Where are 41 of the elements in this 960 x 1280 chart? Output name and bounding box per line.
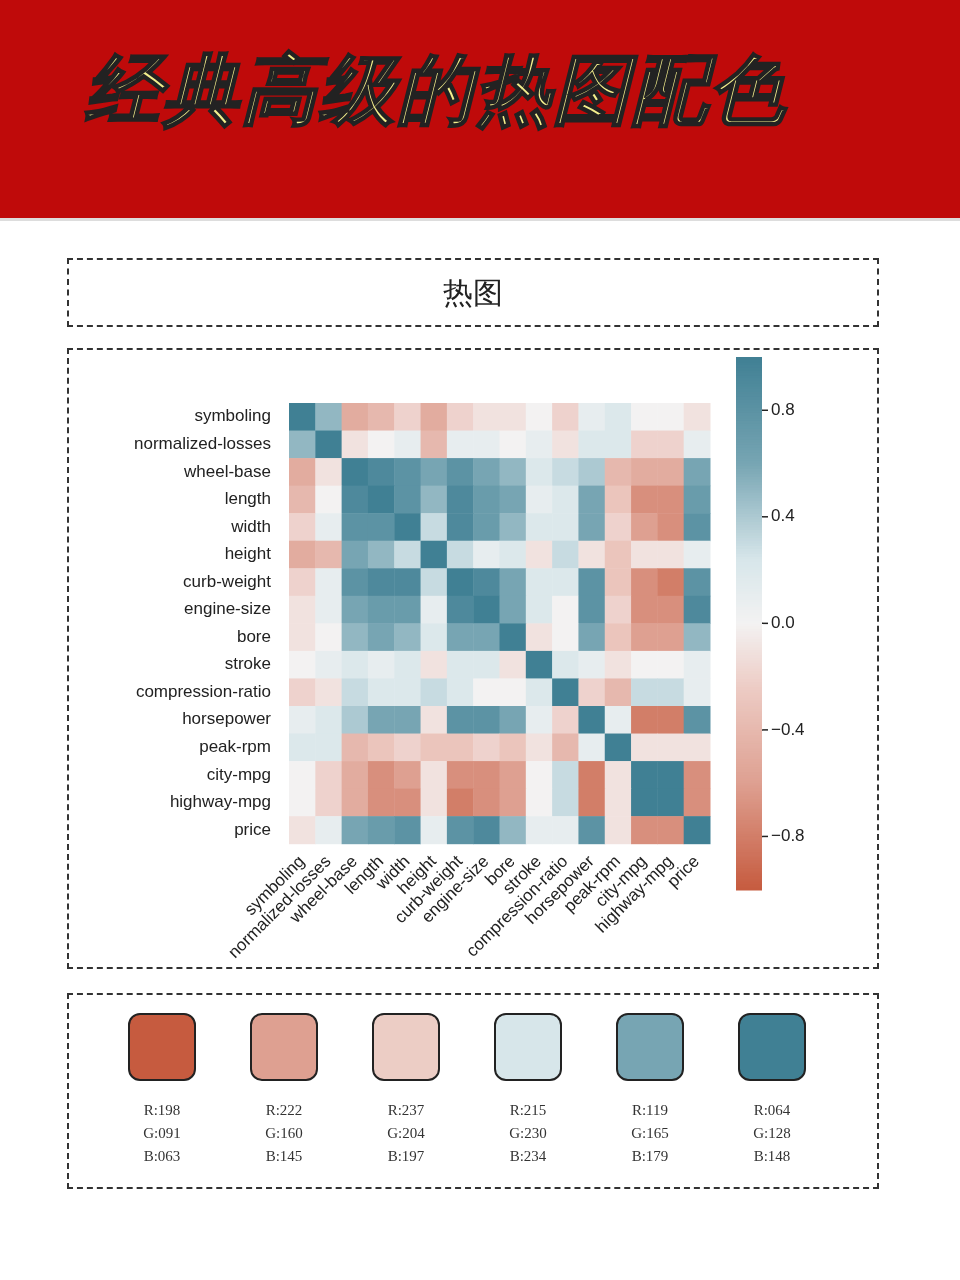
chart-title: 热图 bbox=[69, 260, 877, 325]
text: 经典高级的热图配色 bbox=[85, 46, 787, 134]
color-bar-label: 0.0 bbox=[771, 613, 795, 633]
text: R:064 bbox=[753, 1102, 791, 1118]
text: B:145 bbox=[265, 1148, 303, 1164]
text: B:179 bbox=[631, 1148, 669, 1164]
text: G:091 bbox=[143, 1125, 181, 1141]
text: G:128 bbox=[753, 1125, 791, 1141]
y-tick-label: engine-size bbox=[184, 599, 271, 619]
text: R:198 bbox=[143, 1102, 181, 1118]
text: G:165 bbox=[631, 1125, 669, 1141]
color-bar-label: 0.8 bbox=[771, 399, 795, 419]
text: B:234 bbox=[509, 1148, 547, 1164]
y-tick-label: normalized-losses bbox=[134, 434, 271, 453]
y-tick-label: curb-weight bbox=[183, 571, 272, 591]
y-tick-label: symboling bbox=[194, 406, 271, 426]
y-tick-label: horsepower bbox=[182, 709, 272, 729]
y-tick-label: highway-mpg bbox=[169, 792, 271, 812]
y-tick-label: peak-rpm bbox=[199, 736, 271, 756]
y-tick-label: stroke bbox=[224, 654, 271, 674]
color-bar-label: −0.8 bbox=[771, 826, 805, 846]
text: R:215 bbox=[509, 1102, 547, 1118]
y-tick-label: height bbox=[224, 544, 272, 564]
text: B:197 bbox=[387, 1148, 425, 1164]
color-bar-label: −0.4 bbox=[771, 719, 805, 739]
text: B:063 bbox=[143, 1148, 181, 1164]
text: G:230 bbox=[509, 1125, 547, 1141]
y-tick-label: city-mpg bbox=[206, 764, 271, 784]
text: R:237 bbox=[387, 1102, 425, 1118]
text: B:148 bbox=[753, 1148, 791, 1164]
text: G:204 bbox=[387, 1125, 425, 1141]
y-tick-label: length bbox=[224, 489, 271, 509]
y-tick-label: wheel-base bbox=[183, 461, 271, 481]
y-tick-label: width bbox=[230, 516, 271, 536]
color-bar-label: 0.4 bbox=[771, 506, 795, 526]
text: G:160 bbox=[265, 1125, 303, 1141]
y-tick-label: price bbox=[234, 819, 271, 839]
y-tick-label: bore bbox=[236, 626, 271, 646]
text: R:222 bbox=[265, 1102, 303, 1118]
text: R:119 bbox=[631, 1102, 669, 1118]
y-tick-label: compression-ratio bbox=[135, 681, 271, 701]
